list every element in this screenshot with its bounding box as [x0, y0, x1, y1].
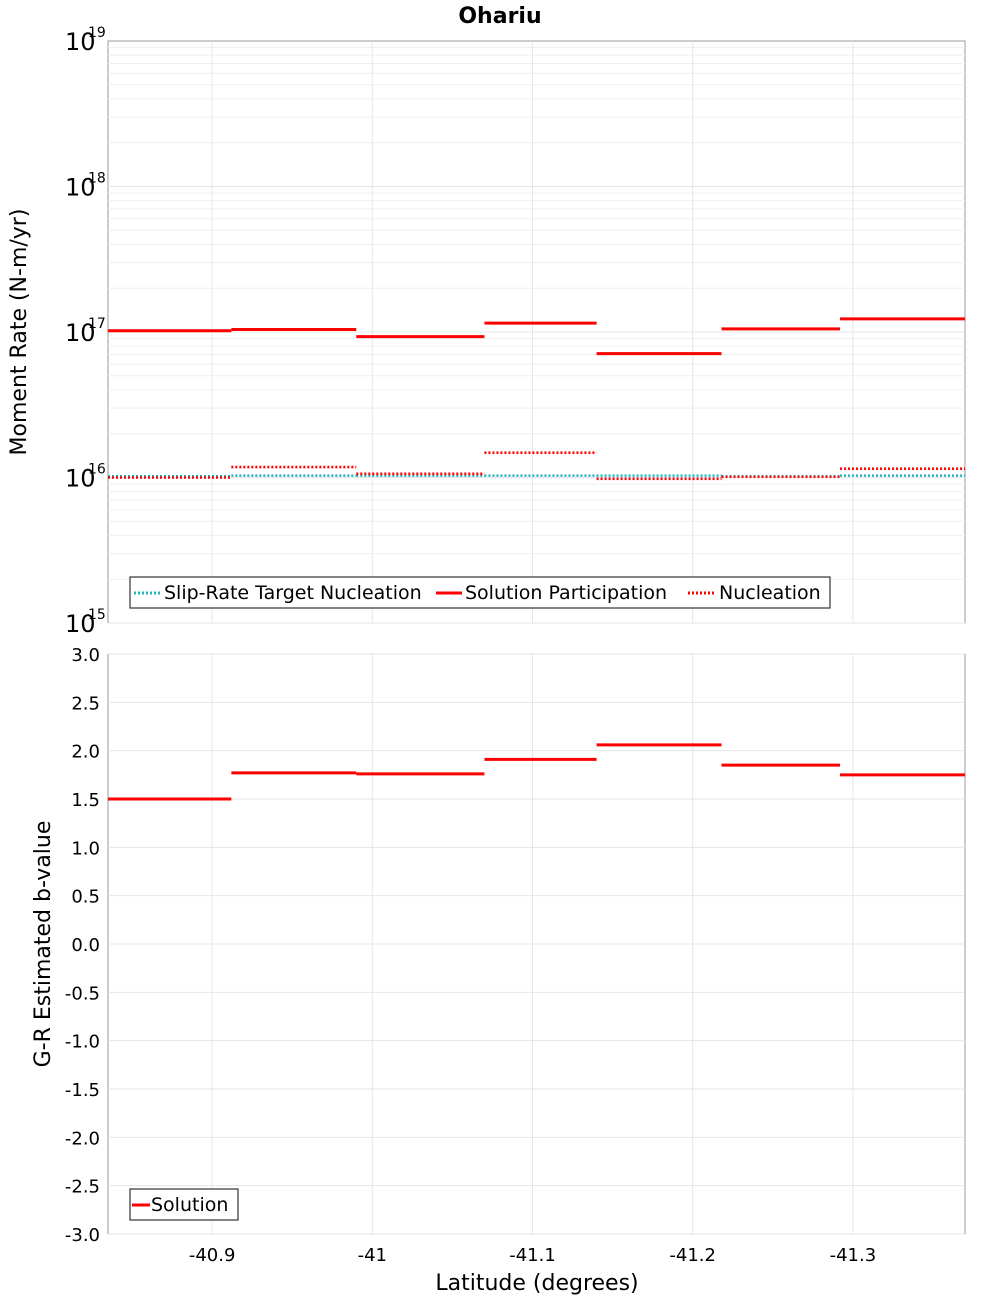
moment-rate-y-tick-base: 10 [65, 174, 96, 202]
moment-rate-y-tick-base: 10 [65, 610, 96, 638]
moment-rate-y-tick-exponent: 18 [88, 171, 106, 187]
b-value-y-tick-label: -1.5 [65, 1080, 100, 1101]
b-value-y-tick-label: -1.0 [65, 1032, 100, 1053]
b-value-y-tick-label: -3.0 [65, 1225, 100, 1246]
moment-rate-y-tick-base: 10 [65, 28, 96, 56]
moment-rate-gridlines [108, 41, 965, 624]
b-value-y-tick-label: 1.5 [71, 790, 100, 811]
b-value-y-tick-label: 1.0 [71, 838, 100, 859]
moment-rate-y-tick-exponent: 15 [88, 607, 106, 623]
b-value-y-axis-label: G-R Estimated b-value [31, 821, 56, 1068]
b-value-y-tick-label: -2.0 [65, 1128, 100, 1149]
x-axis-label: Latitude (degrees) [435, 1271, 638, 1296]
x-axis-tick-label: -41.3 [830, 1245, 877, 1266]
b-value-legend: Solution [129, 1188, 239, 1221]
b-value-y-tick-label: 2.0 [71, 742, 100, 763]
moment-rate-y-tick-base: 10 [65, 319, 96, 347]
b-value-y-tick-label: 0.5 [71, 887, 100, 908]
b-value-y-tick-label: 2.5 [71, 693, 100, 714]
legend-label-slip-rate-target: Slip-Rate Target Nucleation [164, 582, 422, 604]
moment-rate-y-tick-exponent: 19 [88, 25, 106, 41]
b-value-y-tick-label: -2.5 [65, 1177, 100, 1198]
moment-rate-y-axis-label: Moment Rate (N-m/yr) [7, 209, 32, 456]
moment-rate-y-tick-exponent: 17 [88, 316, 106, 332]
b-value-y-tick-label: -0.5 [65, 983, 100, 1004]
x-axis-tick-label: -41.1 [509, 1245, 556, 1266]
b-value-y-ticks: 3.0 2.5 2.0 1.5 1.0 0.5 0.0 -0.5 -1.0 -1.5 -2.0 -2.… [65, 645, 100, 1246]
x-axis-tick-label: -41.2 [669, 1245, 716, 1266]
b-value-panel: 3.0 2.5 2.0 1.5 1.0 0.5 0.0 -0.5 -1.0 -1.5 -2.0 -2.… [31, 645, 966, 1246]
moment-rate-y-tick-base: 10 [65, 465, 96, 493]
legend-label-solution-participation: Solution Participation [465, 582, 667, 604]
b-value-y-tick-label: 3.0 [71, 645, 100, 666]
moment-rate-y-tick-exponent: 16 [88, 462, 106, 478]
chart-title: Ohariu [458, 4, 541, 29]
x-axis-ticks: -40.9 -41 -41.1 -41.2 -41.3 [189, 1245, 876, 1266]
moment-rate-legend: Slip-Rate Target Nucleation Solution Par… [129, 576, 831, 609]
x-axis-tick-label: -40.9 [189, 1245, 236, 1266]
b-value-series [108, 743, 965, 801]
b-value-y-tick-label: 0.0 [71, 935, 100, 956]
x-axis-tick-label: -41 [358, 1245, 387, 1266]
legend-label-solution: Solution [151, 1194, 228, 1216]
legend-label-nucleation: Nucleation [719, 582, 821, 604]
b-value-gridlines [108, 653, 965, 1235]
moment-rate-series [108, 317, 965, 481]
